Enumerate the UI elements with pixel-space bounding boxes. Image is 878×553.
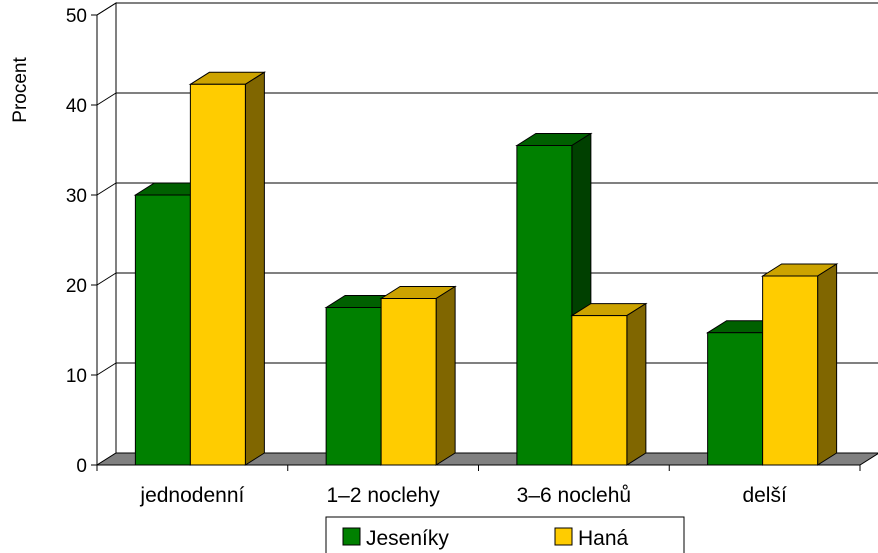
legend-swatch-hana (554, 527, 573, 546)
gridline (96, 182, 117, 196)
x-tick-label-delsi: delší (742, 484, 787, 507)
legend-frame (325, 516, 685, 553)
bar-hana-3-6-noclehu-front (571, 315, 628, 466)
bar-hana-jednodenni-front (189, 83, 246, 466)
gridline (96, 272, 117, 286)
x-tick-label-1-2-noclehy: 1–2 noclehy (326, 484, 440, 507)
bar-hana-1-2-noclehy-side (435, 285, 456, 466)
y-tick-label: 50 (66, 6, 87, 27)
bar-hana-jednodenni-side (244, 71, 265, 466)
bars (133, 71, 839, 466)
y-tick-label: 20 (66, 276, 87, 297)
gridline (96, 92, 117, 106)
bar-hana-delsi-side (817, 263, 838, 466)
bar-jeseniky-1-2-noclehy-front (325, 307, 382, 466)
legend-label-hana: Haná (578, 527, 629, 550)
bar-hana-1-2-noclehy (379, 285, 457, 466)
y-tick-label: 10 (66, 366, 87, 387)
y-axis-title: Procent (10, 57, 31, 123)
side-wall (96, 2, 117, 466)
x-tick-label-3-6-noclehu: 3–6 noclehů (517, 484, 631, 507)
bar-hana-jednodenni (188, 71, 267, 466)
bar-jeseniky-delsi-front (707, 332, 764, 466)
bar-jeseniky-jednodenni-front (134, 194, 191, 466)
y-tick-label: 30 (66, 186, 87, 207)
axes: 0 10 20 30 40 50 jednodenní 1–2 noclehy 3–6 nocl… (66, 6, 861, 507)
bar-jeseniky-3-6-noclehu-front (516, 145, 573, 466)
legend: Jeseníky Haná (325, 516, 685, 553)
y-tick-label: 40 (66, 96, 87, 117)
bar-hana-3-6-noclehu-side (626, 302, 647, 466)
y-tick-label: 0 (76, 456, 87, 477)
chart-background (95, 2, 878, 466)
bar-hana-3-6-noclehu (570, 302, 648, 466)
legend-label-jeseniky: Jeseníky (366, 527, 449, 550)
bar-hana-delsi-front (762, 275, 819, 466)
legend-swatch-jeseniky (342, 527, 361, 546)
bar-hana-delsi (760, 263, 839, 466)
gridline (96, 2, 117, 16)
gridline (96, 362, 117, 376)
x-tick-label-jednodenni: jednodenní (139, 484, 244, 507)
bar-hana-1-2-noclehy-front (380, 298, 437, 466)
